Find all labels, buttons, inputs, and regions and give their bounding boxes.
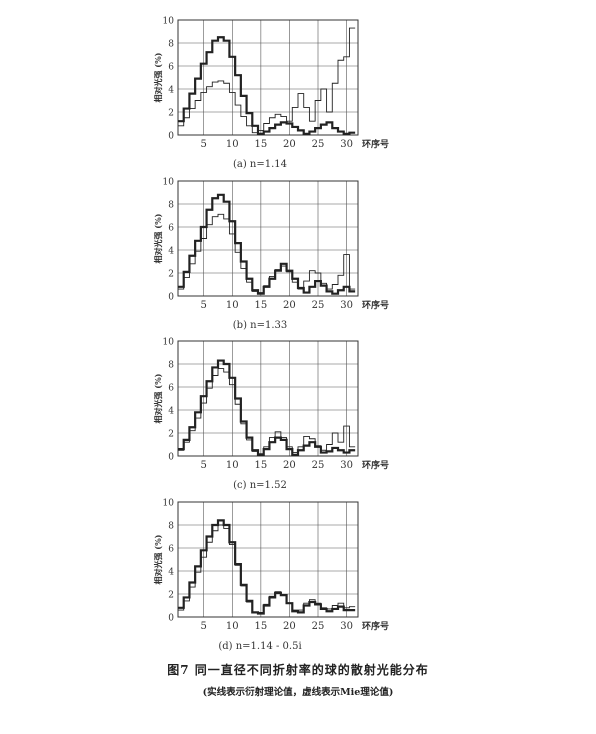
x-tick-label: 20 [283, 139, 296, 150]
panel-caption: (c) n=1.52 [233, 480, 287, 491]
y-tick-label: 10 [163, 499, 175, 509]
chart-panel-1: 0 2 4 6 8 10 5 10 15 20 25 30 环序号 相对光强 (%) (a) n=1.14 [153, 17, 389, 171]
y-tick-label: 6 [168, 384, 174, 394]
y-tick-label: 10 [163, 17, 175, 27]
figure-title: 图7 同一直径不同折射率的球的散射光能分布 [167, 663, 429, 677]
series-line-bold [178, 36, 356, 135]
x-tick-label: 5 [201, 621, 207, 632]
plot-frame [177, 180, 359, 297]
y-tick-label: 8 [168, 522, 174, 532]
y-tick-label: 0 [168, 453, 174, 463]
series-line-thin [178, 213, 356, 293]
x-tick-label: 30 [340, 621, 353, 632]
y-tick-label: 2 [168, 430, 174, 440]
x-tick-label: 10 [226, 139, 239, 150]
panel-caption: (a) n=1.14 [233, 159, 287, 170]
series-line-thin [178, 524, 356, 613]
x-tick-label: 30 [340, 460, 353, 471]
y-tick-label: 4 [168, 247, 174, 257]
x-tick-label: 5 [201, 300, 207, 311]
y-tick-label: 2 [168, 109, 174, 119]
plot-frame [177, 340, 359, 457]
x-tick-label: 5 [201, 139, 207, 150]
y-axis-label: 相对光强 (%) [153, 213, 163, 263]
x-tick-label: 10 [226, 300, 239, 311]
x-tick-label: 15 [254, 300, 267, 311]
y-tick-label: 8 [168, 201, 174, 211]
panel-caption: (b) n=1.33 [233, 320, 287, 331]
x-tick-label: 20 [283, 460, 296, 471]
x-tick-label: 20 [283, 300, 296, 311]
y-tick-label: 4 [168, 568, 174, 578]
y-axis-label: 相对光强 (%) [153, 534, 163, 584]
x-tick-label: 5 [201, 460, 207, 471]
y-tick-label: 4 [168, 407, 174, 417]
x-tick-label: 20 [283, 621, 296, 632]
panel-caption: (d) n=1.14 - 0.5i [218, 641, 301, 652]
y-tick-label: 8 [168, 361, 174, 371]
series-line-bold [178, 519, 356, 615]
y-tick-label: 4 [168, 86, 174, 96]
series-line-bold [178, 193, 356, 295]
series-line-thin [178, 368, 356, 455]
chart-panel-2: 0 2 4 6 8 10 5 10 15 20 25 30 环序号 相对光强 (%) (b) n=1.33 [153, 178, 389, 332]
y-tick-label: 6 [168, 224, 174, 234]
y-tick-label: 2 [168, 270, 174, 280]
x-tick-label: 30 [340, 300, 353, 311]
y-axis-label: 相对光强 (%) [153, 373, 163, 423]
series-line-thin [178, 27, 356, 134]
x-tick-label: 25 [312, 621, 325, 632]
x-axis-label: 环序号 [362, 299, 389, 311]
x-tick-label: 25 [312, 300, 325, 311]
x-tick-label: 25 [312, 460, 325, 471]
y-tick-label: 10 [163, 178, 175, 188]
x-tick-label: 30 [340, 139, 353, 150]
y-tick-label: 2 [168, 591, 174, 601]
y-tick-label: 6 [168, 545, 174, 555]
y-tick-label: 8 [168, 40, 174, 50]
y-tick-label: 0 [168, 293, 174, 303]
plot-frame [177, 19, 359, 136]
x-axis-label: 环序号 [362, 138, 389, 150]
x-tick-label: 10 [226, 621, 239, 632]
y-axis-label: 相对光强 (%) [153, 52, 163, 102]
series-line-bold [178, 359, 356, 456]
plot-frame [177, 501, 359, 618]
y-tick-label: 6 [168, 63, 174, 73]
figure-note: (实线表示衍射理论值，虚线表示Mie理论值) [202, 687, 394, 698]
x-tick-label: 15 [254, 621, 267, 632]
chart-panel-4: 0 2 4 6 8 10 5 10 15 20 25 30 环序号 相对光强 (%) (d) n=1.14 … [153, 499, 389, 653]
y-tick-label: 0 [168, 614, 174, 624]
y-tick-label: 10 [163, 338, 175, 348]
x-tick-label: 15 [254, 460, 267, 471]
x-axis-label: 环序号 [362, 459, 389, 471]
y-tick-label: 0 [168, 132, 174, 142]
x-tick-label: 25 [312, 139, 325, 150]
x-axis-label: 环序号 [362, 620, 389, 632]
x-tick-label: 15 [254, 139, 267, 150]
chart-panel-3: 0 2 4 6 8 10 5 10 15 20 25 30 环序号 相对光强 (%) (c) n=1.52 [153, 338, 389, 492]
x-tick-label: 10 [226, 460, 239, 471]
